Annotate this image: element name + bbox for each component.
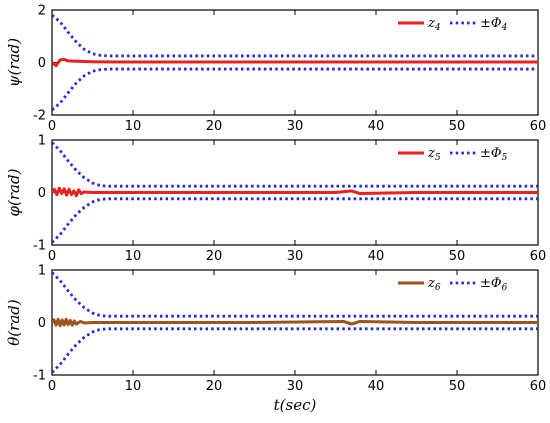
y-axis-label: ψ(rad) xyxy=(5,38,23,87)
legend-label: ±Φ4 xyxy=(480,16,508,33)
legend-label: ±Φ6 xyxy=(480,276,508,293)
x-tick-label: 10 xyxy=(125,379,142,394)
x-tick-label: 20 xyxy=(206,249,223,264)
x-tick-label: 60 xyxy=(530,379,547,394)
x-tick-label: 50 xyxy=(449,119,466,134)
x-tick-label: 50 xyxy=(449,249,466,264)
x-tick-label: 40 xyxy=(368,119,385,134)
x-axis-label: t(sec) xyxy=(274,396,317,414)
x-tick-label: 30 xyxy=(287,119,304,134)
x-tick-label: 50 xyxy=(449,379,466,394)
x-tick-label: 30 xyxy=(287,249,304,264)
y-tick-label: 0 xyxy=(38,186,46,201)
x-tick-label: 20 xyxy=(206,379,223,394)
series-line-5 xyxy=(52,186,538,198)
y-axis-label: θ(rad) xyxy=(5,299,23,346)
x-tick-label: 10 xyxy=(125,249,142,264)
y-tick-label: -1 xyxy=(33,369,46,384)
y-tick-label: -1 xyxy=(33,239,46,254)
x-tick-label: 40 xyxy=(368,249,385,264)
x-tick-label: 60 xyxy=(530,119,547,134)
x-tick-label: 20 xyxy=(206,119,223,134)
x-tick-label: 30 xyxy=(287,379,304,394)
legend-label: z6 xyxy=(427,276,441,293)
legend-label: z4 xyxy=(427,16,441,33)
y-tick-label: 1 xyxy=(38,134,46,149)
y-tick-label: 1 xyxy=(38,264,46,279)
series-line-5-lower-bound xyxy=(52,197,538,244)
y-tick-label: 0 xyxy=(38,316,46,331)
series-line-5-upper-bound xyxy=(52,141,538,188)
x-tick-label: 40 xyxy=(368,379,385,394)
series-line-6 xyxy=(52,317,538,328)
y-tick-label: 0 xyxy=(38,56,46,71)
x-tick-label: 0 xyxy=(48,119,56,134)
y-tick-label: -2 xyxy=(33,109,46,124)
legend-label: z5 xyxy=(427,146,441,163)
x-tick-label: 10 xyxy=(125,119,142,134)
series-line-4 xyxy=(52,57,538,68)
x-tick-label: 60 xyxy=(530,249,547,264)
series-line-4-lower-bound xyxy=(52,67,538,111)
y-axis-label: φ(rad) xyxy=(5,168,23,216)
series-line-6-upper-bound xyxy=(52,271,538,318)
x-tick-label: 0 xyxy=(48,379,56,394)
y-tick-label: 2 xyxy=(38,4,46,19)
x-tick-label: 0 xyxy=(48,249,56,264)
series-line-6-lower-bound xyxy=(52,327,538,374)
legend-label: ±Φ5 xyxy=(480,146,508,163)
series-line-4-upper-bound xyxy=(52,14,538,58)
